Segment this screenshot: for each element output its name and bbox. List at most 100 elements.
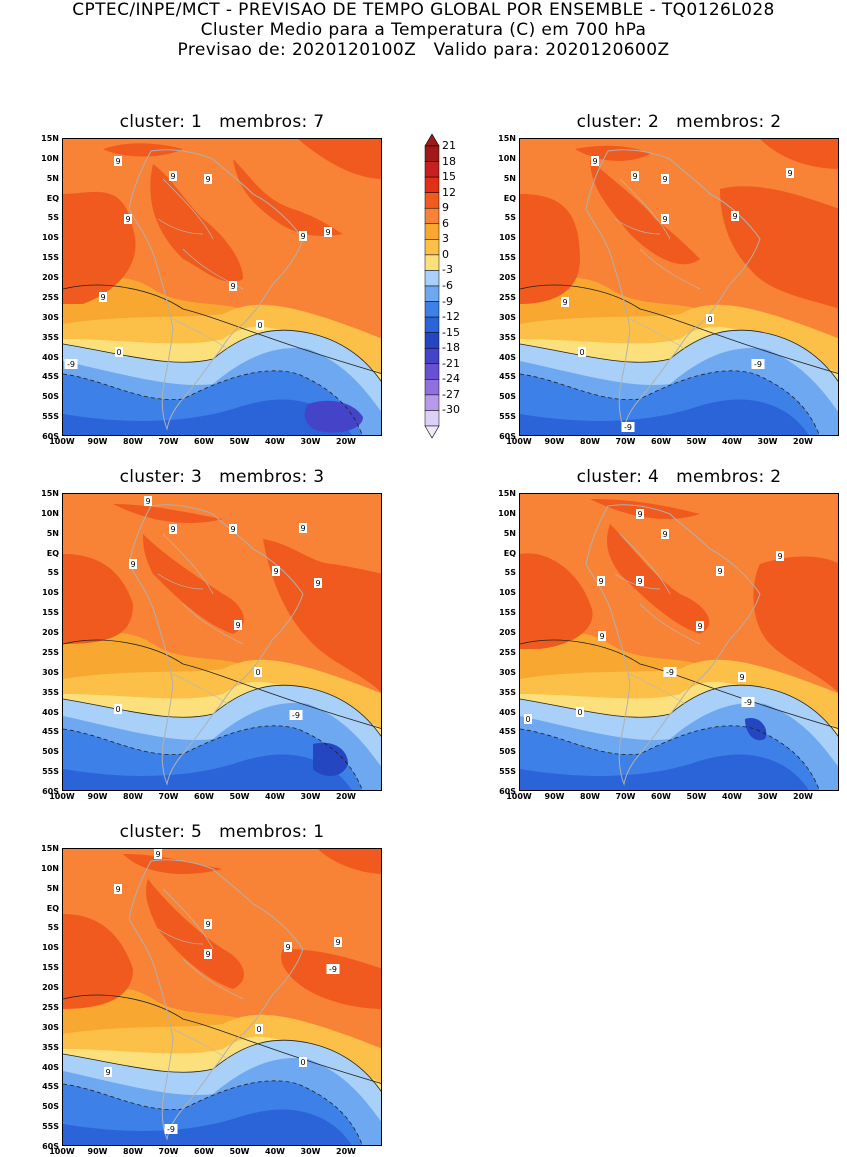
svg-text:9: 9 bbox=[732, 212, 737, 221]
svg-text:9: 9 bbox=[273, 567, 278, 576]
latitude-label: 10S bbox=[42, 233, 59, 243]
colorbar-swatch bbox=[424, 285, 440, 302]
contour-label: 9 bbox=[204, 174, 212, 184]
longitude-label: 100W bbox=[49, 437, 75, 446]
contour-label: 9 bbox=[776, 551, 784, 561]
temperature-region bbox=[63, 849, 381, 1009]
latitude-label: 35S bbox=[499, 687, 516, 697]
longitude-label: 30W bbox=[300, 437, 321, 446]
subtitle: Cluster Medio para a Temperatura (C) em … bbox=[200, 20, 647, 40]
svg-text:9: 9 bbox=[125, 215, 130, 224]
latitude-label: 10S bbox=[499, 588, 516, 598]
latitude-label: 40S bbox=[42, 352, 59, 362]
longitude-label: 20W bbox=[336, 792, 356, 801]
svg-text:9: 9 bbox=[325, 228, 330, 237]
colorbar-swatch bbox=[424, 394, 440, 411]
latitude-label: 35S bbox=[499, 332, 516, 342]
longitude-label: 90W bbox=[87, 437, 108, 446]
longitude-label: 30W bbox=[300, 792, 321, 801]
longitude-label: 40W bbox=[722, 792, 742, 801]
contour-label: 9 bbox=[661, 214, 669, 224]
svg-text:-9: -9 bbox=[167, 1125, 175, 1134]
contour-label: 9 bbox=[169, 171, 177, 181]
longitude-label: 50W bbox=[229, 792, 250, 801]
colorbar-swatch bbox=[424, 161, 440, 178]
latitude-label: 5N bbox=[503, 528, 516, 538]
country-borders bbox=[157, 178, 244, 350]
latitude-label: 50S bbox=[42, 1102, 59, 1112]
colorbar bbox=[424, 134, 440, 439]
latitude-label: 5S bbox=[47, 923, 59, 933]
contour-label: -9 bbox=[326, 964, 340, 974]
colorbar-swatch bbox=[424, 363, 440, 380]
svg-text:0: 0 bbox=[116, 348, 121, 357]
latitude-label: 15S bbox=[499, 608, 516, 618]
latitude-label: 40S bbox=[42, 707, 59, 717]
contour-line bbox=[63, 329, 381, 382]
svg-text:9: 9 bbox=[300, 232, 305, 241]
colorbar-label: 6 bbox=[442, 216, 449, 230]
coastline bbox=[128, 859, 304, 1141]
longitude-label: 100W bbox=[506, 437, 532, 446]
longitude-label: 70W bbox=[615, 792, 636, 801]
contour-label: 0 bbox=[576, 707, 584, 717]
longitude-label: 30W bbox=[757, 792, 778, 801]
longitude-label: 80W bbox=[123, 437, 143, 446]
latitude-label: 20S bbox=[42, 628, 59, 638]
svg-text:9: 9 bbox=[205, 175, 210, 184]
panel-5-title: cluster: 5 membros: 1 bbox=[119, 822, 325, 842]
longitude-label: 90W bbox=[544, 437, 565, 446]
latitude-label: 15N bbox=[498, 134, 516, 143]
contour-label: 0 bbox=[114, 704, 122, 714]
latitude-label: 5N bbox=[46, 528, 59, 538]
latitude-label: 55S bbox=[42, 1122, 59, 1132]
contour-label: 9 bbox=[229, 281, 237, 291]
svg-text:9: 9 bbox=[115, 157, 120, 166]
colorbar-swatch bbox=[424, 316, 440, 333]
longitude-label: 100W bbox=[49, 1147, 75, 1156]
svg-text:9: 9 bbox=[170, 525, 175, 534]
longitude-label: 80W bbox=[580, 792, 600, 801]
contour-line bbox=[520, 684, 838, 737]
longitude-label: 30W bbox=[757, 437, 778, 446]
colorbar-swatch bbox=[424, 239, 440, 256]
longitude-label: 20W bbox=[793, 437, 813, 446]
colorbar-label: -3 bbox=[442, 263, 453, 277]
colorbar-swatch bbox=[424, 145, 440, 162]
longitude-label: 20W bbox=[793, 792, 813, 801]
latitude-label: 45S bbox=[42, 372, 59, 382]
contour-label: 9 bbox=[661, 174, 669, 184]
longitude-label: 100W bbox=[49, 792, 75, 801]
longitude-label: 20W bbox=[336, 437, 356, 446]
title-block: CPTEC/INPE/MCT - PREVISAO DE TEMPO GLOBA… bbox=[0, 0, 847, 60]
colorbar-swatch bbox=[424, 207, 440, 225]
longitude-label: 50W bbox=[686, 792, 707, 801]
contour-line bbox=[63, 639, 381, 729]
panel-4-title: cluster: 4 membros: 2 bbox=[576, 467, 782, 487]
latitude-label: 35S bbox=[42, 1042, 59, 1052]
longitude-label: 70W bbox=[158, 1147, 179, 1156]
svg-text:9: 9 bbox=[335, 938, 340, 947]
svg-text:-9: -9 bbox=[292, 711, 300, 720]
latitude-label: 25S bbox=[42, 292, 59, 302]
longitude-label: 20W bbox=[336, 1147, 356, 1156]
contour-label: 9 bbox=[597, 576, 605, 586]
contour-label: 9 bbox=[591, 156, 599, 166]
latitude-label: 50S bbox=[42, 392, 59, 402]
contour-label: -9 bbox=[741, 697, 755, 707]
svg-text:9: 9 bbox=[105, 1068, 110, 1077]
contour-label: 9 bbox=[716, 566, 724, 576]
svg-text:0: 0 bbox=[579, 348, 584, 357]
contour-label: 9 bbox=[661, 529, 669, 539]
latitude-label: 50S bbox=[42, 747, 59, 757]
latitude-label: 60S bbox=[42, 432, 59, 441]
contour-label: 0 bbox=[255, 1024, 263, 1034]
temperature-region bbox=[313, 742, 348, 776]
svg-text:9: 9 bbox=[145, 497, 150, 506]
longitude-label: 50W bbox=[229, 1147, 250, 1156]
map-cluster-1: 9 9 9 9 9 9 9 9 0 0 -9 bbox=[62, 138, 382, 436]
latitude-label: 55S bbox=[499, 412, 516, 422]
svg-text:9: 9 bbox=[777, 552, 782, 561]
latitude-label: 10S bbox=[42, 943, 59, 953]
contour-label: 9 bbox=[598, 631, 606, 641]
